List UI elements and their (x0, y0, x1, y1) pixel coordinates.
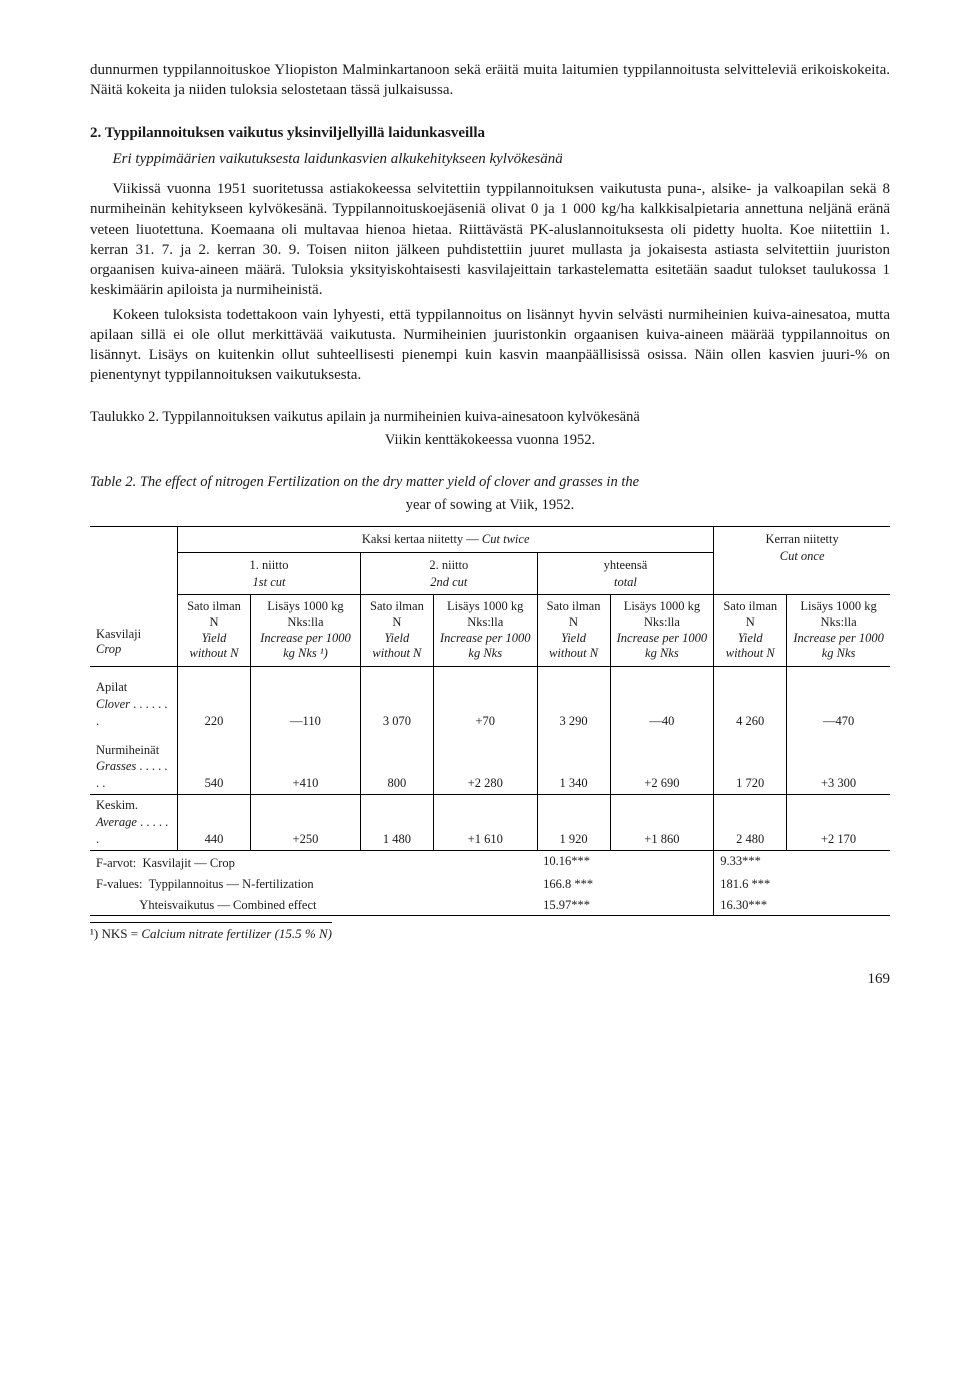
table-caption-fi-2: Viikin kenttäkokeessa vuonna 1952. (90, 431, 890, 451)
section-subtitle: Eri typpimäärien vaikutuksesta laidunkas… (113, 149, 891, 169)
table-row: Nurmiheinät Grasses . . . . . . . 540 +4… (90, 732, 890, 795)
data-table: Kasvilaji Crop Kaksi kertaa niitetty — C… (90, 526, 890, 917)
table-row: Apilat Clover . . . . . . . 220 —110 3 0… (90, 666, 890, 731)
table-caption-en: Table 2. The effect of nitrogen Fertiliz… (90, 473, 890, 493)
table-caption-fi: Taulukko 2. Typpilannoituksen vaikutus a… (90, 408, 890, 428)
section-heading: 2. Typpilannoituksen vaikutus yksinvilje… (90, 123, 890, 143)
body-paragraph-1: Viikissä vuonna 1951 suoritetussa astiak… (90, 179, 890, 301)
intro-paragraph: dunnurmen typpilannoituskoe Yliopiston M… (90, 60, 890, 101)
table-caption-en-2: year of sowing at Viik, 1952. (90, 496, 890, 516)
table-footnote: ¹) NKS = Calcium nitrate fertilizer (15.… (90, 922, 332, 943)
body-paragraph-2: Kokeen tuloksista todettakoon vain lyhye… (90, 305, 890, 386)
table-row: Keskim. Average . . . . . . 440 +250 1 4… (90, 795, 890, 851)
page-number: 169 (90, 969, 890, 989)
